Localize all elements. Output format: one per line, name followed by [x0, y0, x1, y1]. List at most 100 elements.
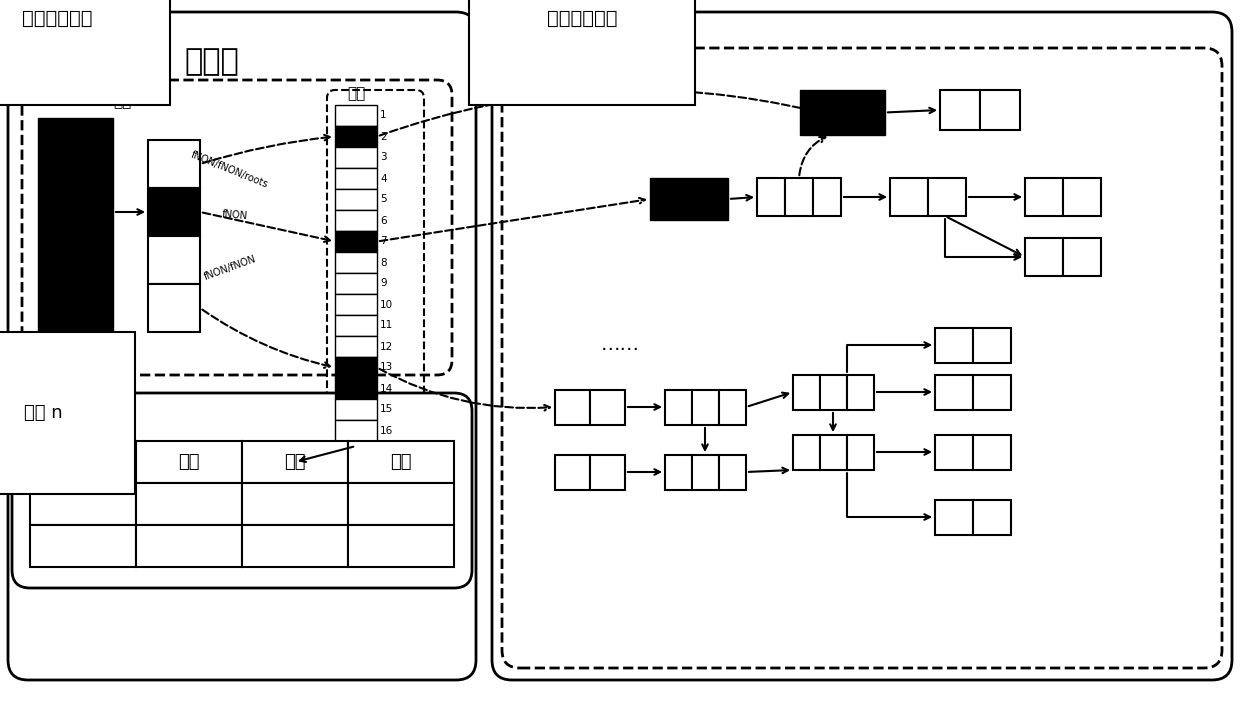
Bar — [1063, 178, 1101, 216]
Text: 3: 3 — [379, 153, 387, 162]
Bar — [813, 178, 841, 216]
Text: 14: 14 — [379, 384, 393, 394]
Bar — [935, 500, 973, 535]
Bar — [973, 375, 1011, 410]
Text: 16: 16 — [379, 425, 393, 435]
Bar — [335, 294, 377, 315]
Text: 8: 8 — [379, 257, 387, 268]
Bar — [348, 525, 454, 567]
Bar — [335, 399, 377, 420]
Bar — [1025, 238, 1063, 276]
Bar — [935, 328, 973, 363]
Bar — [719, 455, 746, 490]
Bar — [242, 525, 348, 567]
Text: 模型: 模型 — [113, 94, 131, 110]
Bar — [30, 483, 136, 525]
Bar — [556, 390, 590, 425]
Bar — [136, 525, 242, 567]
Bar — [665, 455, 692, 490]
Bar — [973, 500, 1011, 535]
Bar — [335, 420, 377, 441]
Bar — [335, 378, 377, 399]
Bar — [148, 284, 200, 332]
Bar — [590, 390, 625, 425]
Bar — [890, 178, 928, 216]
Bar — [335, 273, 377, 294]
Text: 13: 13 — [379, 363, 393, 373]
Bar — [785, 178, 813, 216]
Bar — [30, 441, 136, 483]
Bar — [940, 90, 980, 130]
Text: 6: 6 — [379, 216, 387, 226]
Bar — [136, 441, 242, 483]
Bar — [820, 435, 847, 470]
FancyBboxPatch shape — [12, 393, 472, 588]
Bar — [935, 435, 973, 470]
Text: 9: 9 — [379, 278, 387, 288]
Text: ……: …… — [600, 335, 640, 354]
Bar — [335, 336, 377, 357]
Bar — [335, 126, 377, 147]
Bar — [692, 390, 719, 425]
Bar — [590, 455, 625, 490]
Text: 1: 1 — [379, 110, 387, 120]
Bar — [242, 441, 348, 483]
Bar — [30, 525, 136, 567]
Bar — [650, 178, 728, 220]
Text: 12: 12 — [379, 342, 393, 352]
Bar — [242, 483, 348, 525]
Text: 10: 10 — [379, 299, 393, 309]
Bar — [665, 390, 692, 425]
Bar — [148, 188, 200, 236]
Bar — [928, 178, 966, 216]
Bar — [980, 90, 1021, 130]
Text: 信息: 信息 — [391, 453, 412, 471]
Bar — [148, 236, 200, 284]
Bar — [692, 455, 719, 490]
Bar — [335, 231, 377, 252]
Text: 插槽 n: 插槽 n — [24, 404, 63, 422]
Bar — [719, 390, 746, 425]
Text: 4: 4 — [379, 174, 387, 183]
Text: 5: 5 — [379, 195, 387, 205]
Bar — [1025, 178, 1063, 216]
Text: 11: 11 — [379, 321, 393, 330]
Text: 指针: 指针 — [284, 453, 306, 471]
Bar — [1063, 238, 1101, 276]
Bar — [335, 357, 377, 378]
Text: fNON/fNON/roots: fNON/fNON/roots — [190, 150, 270, 190]
Bar — [348, 441, 454, 483]
Bar — [794, 375, 820, 410]
Text: 片内存储单元: 片内存储单元 — [22, 8, 93, 27]
Bar — [335, 210, 377, 231]
Bar — [756, 178, 785, 216]
Text: 级别: 级别 — [179, 453, 200, 471]
Bar — [973, 435, 1011, 470]
Bar — [935, 375, 973, 410]
Bar — [847, 375, 874, 410]
Text: fNON/fNON: fNON/fNON — [202, 254, 258, 282]
Bar — [847, 435, 874, 470]
Text: 片外存储单元: 片外存储单元 — [547, 8, 618, 27]
Bar — [335, 105, 377, 126]
Bar — [820, 375, 847, 410]
Bar — [556, 455, 590, 490]
Bar — [973, 328, 1011, 363]
FancyBboxPatch shape — [7, 12, 476, 680]
Text: 位图: 位图 — [347, 86, 365, 101]
Bar — [38, 118, 113, 338]
Bar — [148, 140, 200, 188]
Bar — [800, 90, 885, 135]
Bar — [335, 315, 377, 336]
Text: 学习树: 学习树 — [185, 48, 239, 77]
Bar — [794, 435, 820, 470]
Text: fNON: fNON — [222, 209, 248, 221]
Bar — [335, 252, 377, 273]
Bar — [335, 189, 377, 210]
Text: 当前: 当前 — [72, 453, 94, 471]
Text: 2: 2 — [379, 131, 387, 141]
Text: 7: 7 — [379, 236, 387, 247]
Text: 树形索引数据结构: 树形索引数据结构 — [517, 64, 630, 88]
Bar — [348, 483, 454, 525]
FancyBboxPatch shape — [492, 12, 1233, 680]
